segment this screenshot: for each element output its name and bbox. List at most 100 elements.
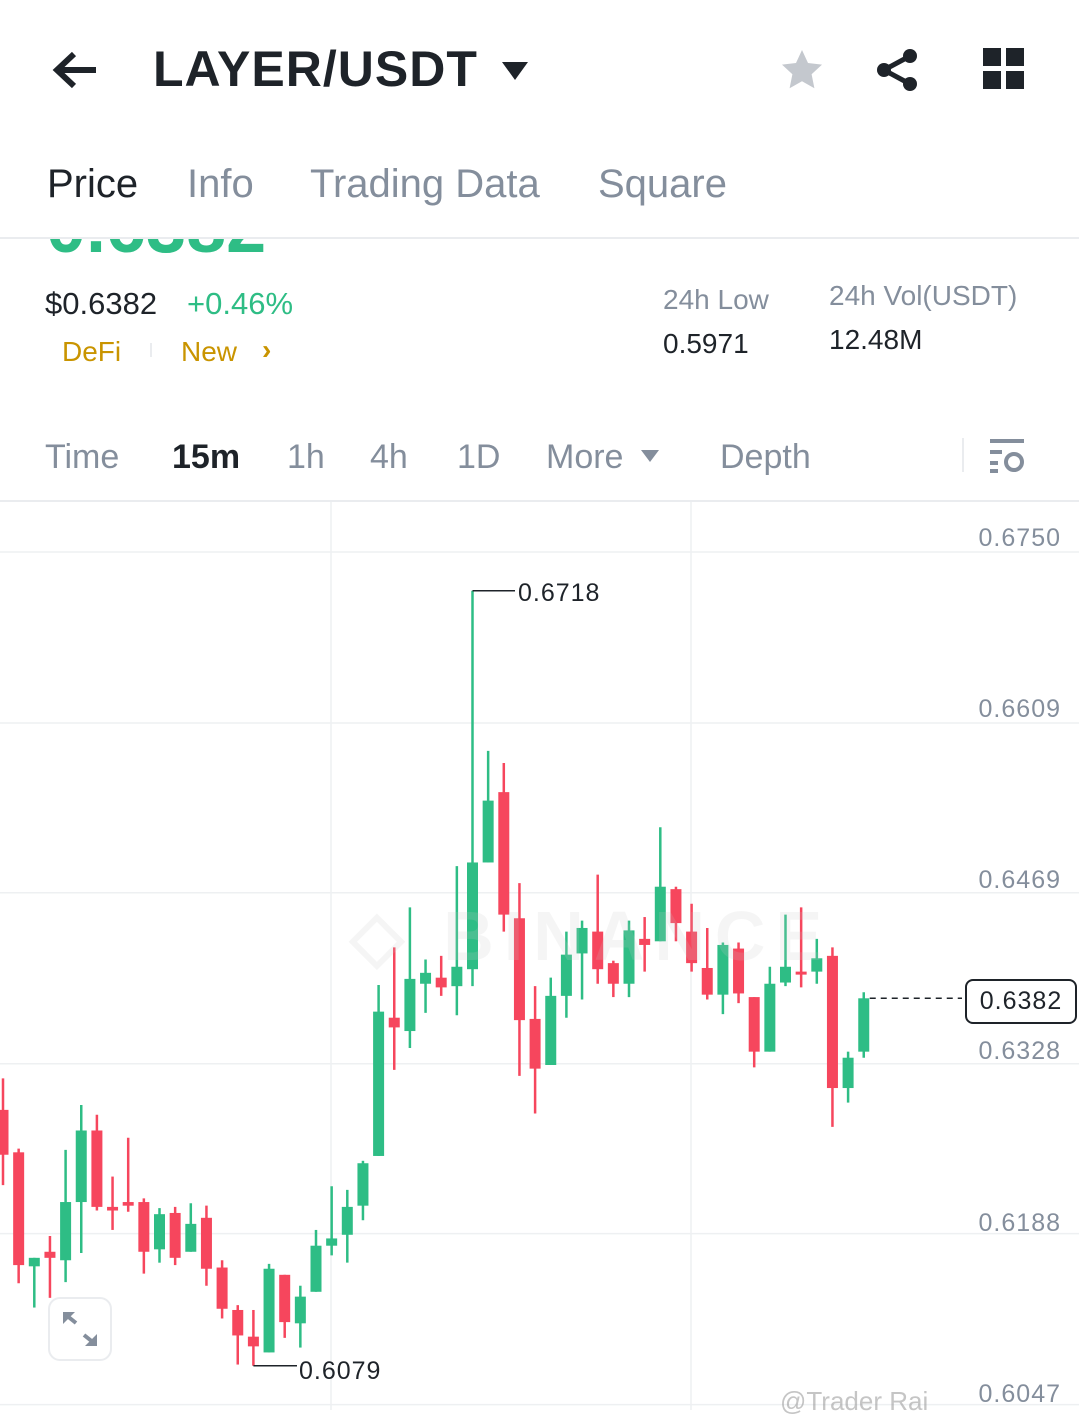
candle-body [44,1251,56,1258]
interval-1d[interactable]: 1D [457,438,501,476]
candle-body [654,886,666,942]
interval-time[interactable]: Time [45,438,120,476]
star-icon [782,50,822,89]
candle-body [404,978,416,1032]
interval-depth[interactable]: Depth [720,438,811,476]
candle-body [200,1217,212,1269]
tag-new[interactable]: New [181,336,238,367]
candle-body [717,944,729,995]
candle-body [232,1309,244,1336]
low-label: 24h Low [663,284,769,315]
candle-body [138,1202,150,1252]
interval-1h[interactable]: 1h [287,438,325,476]
candle-body [498,792,510,915]
fullscreen-button[interactable] [48,1297,112,1361]
candle-body [247,1336,259,1347]
candle-body [811,958,823,972]
candle-body [560,954,572,996]
candle-body [701,967,713,995]
high-price-label: 0.6718 [518,579,601,607]
usd-price: $0.6382 [45,286,158,321]
candle-body [357,1163,369,1206]
tab-square[interactable]: Square [598,162,727,206]
candle-body [185,1223,197,1252]
candle-body [91,1130,103,1207]
watermark: @Trader Rai [780,1386,929,1416]
candle-body [607,963,619,984]
candle-body [513,918,525,1021]
tag-defi[interactable]: DeFi [62,336,122,367]
y-tick-label: 0.6469 [978,866,1061,894]
candle-body [826,955,838,1089]
candle-body [341,1206,353,1235]
binance-watermark: ◇ BINANCE [350,897,833,975]
pair-dropdown-button[interactable] [500,60,530,87]
candle-body [420,972,432,984]
candle-body [545,995,557,1065]
candle-body [263,1268,275,1353]
candle-body [169,1212,181,1258]
tab-info[interactable]: Info [187,162,254,206]
candle-body [576,927,588,954]
current-price-badge: 0.6382 [965,979,1077,1024]
candle-body [154,1214,165,1250]
vol-value: 12.48M [829,324,923,355]
divider [962,438,964,472]
share-button[interactable] [874,46,922,99]
layout-grid-button[interactable] [983,48,1025,95]
candle-body [13,1152,25,1266]
candle-body [780,966,791,983]
y-tick-label: 0.6188 [978,1209,1061,1237]
interval-4h[interactable]: 4h [370,438,408,476]
back-arrow-icon [52,51,96,89]
candle-body [858,998,870,1052]
candle-body [28,1257,40,1267]
candle-body [467,862,478,970]
candle-body [592,931,604,970]
candle-body [639,938,651,945]
divider [0,237,1079,239]
tab-price[interactable]: Price [47,162,139,206]
tab-trading-data[interactable]: Trading Data [310,162,540,206]
candle-body [529,1018,541,1069]
y-tick-label: 0.6047 [978,1380,1061,1408]
chart-settings-icon[interactable] [988,438,1028,474]
y-tick-label: 0.6609 [978,695,1061,723]
low-price-label: 0.6079 [299,1357,382,1385]
y-tick-label: 0.6328 [978,1037,1061,1065]
caret-down-icon [502,62,528,80]
candle-body [326,1238,338,1246]
pair-title[interactable]: LAYER/USDT [153,41,478,97]
candle-body [107,1206,119,1211]
interval-15m[interactable]: 15m [172,438,241,476]
candle-body [373,1011,385,1156]
low-value: 0.5971 [663,328,749,359]
candle-body [764,983,776,1052]
divider [0,500,1079,502]
candle-body [842,1057,854,1089]
back-button[interactable] [50,48,100,92]
candle-body [294,1296,306,1324]
candle-body [310,1245,322,1292]
caret-down-icon [641,450,659,462]
last-price: 0.6382 [46,239,266,269]
share-icon [877,49,917,91]
candle-body [451,966,463,987]
candle-body [686,931,698,964]
chevron-right-icon[interactable]: › [262,334,272,365]
candle-body [482,800,494,863]
candle-body [0,1109,9,1155]
expand-icon [63,1312,97,1346]
candle-body [216,1267,228,1309]
candle-body [435,977,447,988]
interval-more[interactable]: More [546,438,624,476]
candle-body [795,971,807,975]
price-change: +0.46% [187,286,294,321]
candle-body [733,948,745,994]
candle-body [670,889,682,924]
tag-divider [150,343,152,357]
vol-label: 24h Vol(USDT) [829,280,1018,311]
candle-body [748,997,760,1052]
favorite-button[interactable] [778,46,826,99]
